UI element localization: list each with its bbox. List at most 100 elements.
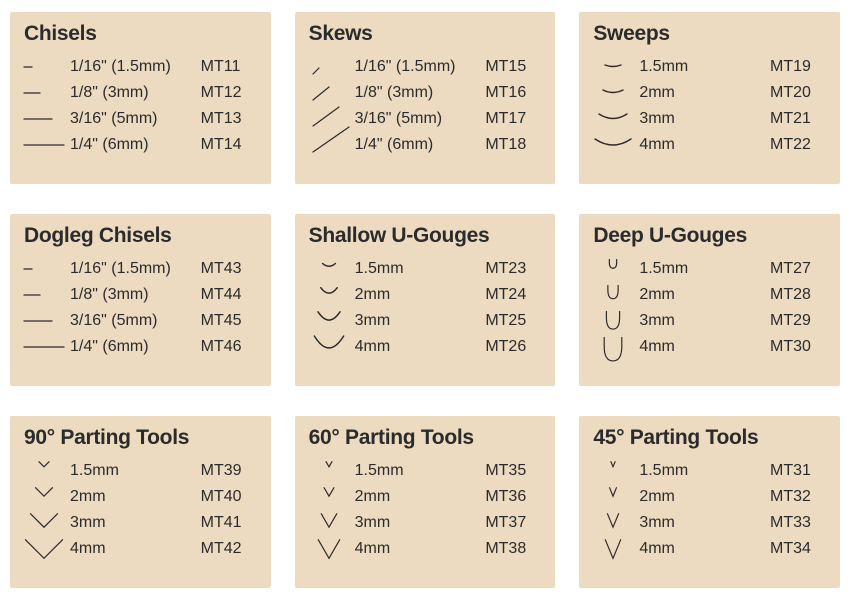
tool-code: MT14 xyxy=(201,136,257,154)
tool-code: MT35 xyxy=(485,462,541,480)
vee-profile-icon xyxy=(24,485,70,509)
tool-code: MT22 xyxy=(770,136,826,154)
tool-code: MT21 xyxy=(770,110,826,128)
tool-row: 1/4" (6mm)MT46 xyxy=(24,334,257,360)
tool-size: 3mm xyxy=(355,514,486,532)
tool-row: 3mmMT29 xyxy=(593,308,826,334)
skew-profile-icon xyxy=(309,133,355,157)
tool-code: MT16 xyxy=(485,84,541,102)
tool-row: 4mmMT38 xyxy=(309,536,542,562)
tool-category-card: Skews1/16" (1.5mm)MT151/8" (3mm)MT163/16… xyxy=(295,12,556,184)
deepu-profile-icon xyxy=(593,335,639,359)
tool-size: 3mm xyxy=(355,312,486,330)
tool-size: 1.5mm xyxy=(70,462,201,480)
tool-code: MT37 xyxy=(485,514,541,532)
tool-size: 4mm xyxy=(355,338,486,356)
skew-profile-icon xyxy=(309,55,355,79)
tool-size: 3mm xyxy=(639,312,770,330)
tool-size: 1.5mm xyxy=(639,260,770,278)
tool-code: MT36 xyxy=(485,488,541,506)
tool-size: 4mm xyxy=(70,540,201,558)
tool-size: 3/16" (5mm) xyxy=(70,110,201,128)
tool-row: 1.5mmMT35 xyxy=(309,458,542,484)
vee-profile-icon xyxy=(24,459,70,483)
vee-profile-icon xyxy=(593,537,639,561)
vee-profile-icon xyxy=(309,485,355,509)
tool-code: MT44 xyxy=(201,286,257,304)
tool-row: 4mmMT34 xyxy=(593,536,826,562)
tool-row: 2mmMT28 xyxy=(593,282,826,308)
tool-row: 3mmMT37 xyxy=(309,510,542,536)
tool-category-card: Chisels1/16" (1.5mm)MT111/8" (3mm)MT123/… xyxy=(10,12,271,184)
tool-row: 1/4" (6mm)MT14 xyxy=(24,132,257,158)
tool-size: 1/16" (1.5mm) xyxy=(70,58,201,76)
tool-category-card: 45° Parting Tools1.5mmMT312mmMT323mmMT33… xyxy=(579,416,840,588)
chisel-profile-icon xyxy=(24,309,70,333)
vee-profile-icon xyxy=(24,511,70,535)
tool-row: 1.5mmMT39 xyxy=(24,458,257,484)
tool-code: MT43 xyxy=(201,260,257,278)
deepu-profile-icon xyxy=(593,283,639,307)
tool-code: MT38 xyxy=(485,540,541,558)
chisel-profile-icon xyxy=(24,335,70,359)
tool-code: MT32 xyxy=(770,488,826,506)
vee-profile-icon xyxy=(24,537,70,561)
tool-category-card: Deep U-Gouges1.5mmMT272mmMT283mmMT294mmM… xyxy=(579,214,840,386)
sweep-profile-icon xyxy=(593,55,639,79)
tool-size: 1.5mm xyxy=(639,58,770,76)
tool-size: 1.5mm xyxy=(355,260,486,278)
tool-row: 3/16" (5mm)MT13 xyxy=(24,106,257,132)
tool-code: MT33 xyxy=(770,514,826,532)
tool-code: MT17 xyxy=(485,110,541,128)
tool-chart-grid: Chisels1/16" (1.5mm)MT111/8" (3mm)MT123/… xyxy=(10,12,840,588)
tool-row: 2mmMT36 xyxy=(309,484,542,510)
category-title: 90° Parting Tools xyxy=(24,426,257,450)
tool-code: MT39 xyxy=(201,462,257,480)
category-title: Dogleg Chisels xyxy=(24,224,257,248)
tool-row: 3mmMT21 xyxy=(593,106,826,132)
tool-size: 1/8" (3mm) xyxy=(70,84,201,102)
tool-code: MT41 xyxy=(201,514,257,532)
tool-row: 2mmMT20 xyxy=(593,80,826,106)
category-title: Chisels xyxy=(24,22,257,46)
tool-row: 4mmMT22 xyxy=(593,132,826,158)
tool-size: 1/4" (6mm) xyxy=(355,136,486,154)
tool-size: 1.5mm xyxy=(355,462,486,480)
tool-row: 3mmMT33 xyxy=(593,510,826,536)
tool-size: 2mm xyxy=(70,488,201,506)
shallowu-profile-icon xyxy=(309,257,355,281)
tool-code: MT26 xyxy=(485,338,541,356)
tool-code: MT30 xyxy=(770,338,826,356)
tool-size: 4mm xyxy=(639,540,770,558)
tool-category-card: 90° Parting Tools1.5mmMT392mmMT403mmMT41… xyxy=(10,416,271,588)
deepu-profile-icon xyxy=(593,309,639,333)
vee-profile-icon xyxy=(309,511,355,535)
tool-code: MT29 xyxy=(770,312,826,330)
tool-code: MT18 xyxy=(485,136,541,154)
tool-size: 2mm xyxy=(639,84,770,102)
tool-size: 1/16" (1.5mm) xyxy=(70,260,201,278)
tool-code: MT11 xyxy=(201,58,257,76)
tool-code: MT13 xyxy=(201,110,257,128)
tool-size: 2mm xyxy=(639,286,770,304)
tool-row: 1.5mmMT19 xyxy=(593,54,826,80)
tool-row: 1.5mmMT23 xyxy=(309,256,542,282)
shallowu-profile-icon xyxy=(309,283,355,307)
vee-profile-icon xyxy=(309,459,355,483)
vee-profile-icon xyxy=(593,485,639,509)
tool-size: 1/4" (6mm) xyxy=(70,136,201,154)
shallowu-profile-icon xyxy=(309,335,355,359)
tool-row: 1.5mmMT27 xyxy=(593,256,826,282)
tool-category-card: Dogleg Chisels1/16" (1.5mm)MT431/8" (3mm… xyxy=(10,214,271,386)
tool-code: MT27 xyxy=(770,260,826,278)
tool-category-card: 60° Parting Tools1.5mmMT352mmMT363mmMT37… xyxy=(295,416,556,588)
tool-size: 4mm xyxy=(639,136,770,154)
tool-size: 3/16" (5mm) xyxy=(70,312,201,330)
tool-size: 2mm xyxy=(355,488,486,506)
chisel-profile-icon xyxy=(24,133,70,157)
tool-row: 1/16" (1.5mm)MT15 xyxy=(309,54,542,80)
tool-size: 4mm xyxy=(639,338,770,356)
category-title: Deep U-Gouges xyxy=(593,224,826,248)
sweep-profile-icon xyxy=(593,133,639,157)
sweep-profile-icon xyxy=(593,81,639,105)
